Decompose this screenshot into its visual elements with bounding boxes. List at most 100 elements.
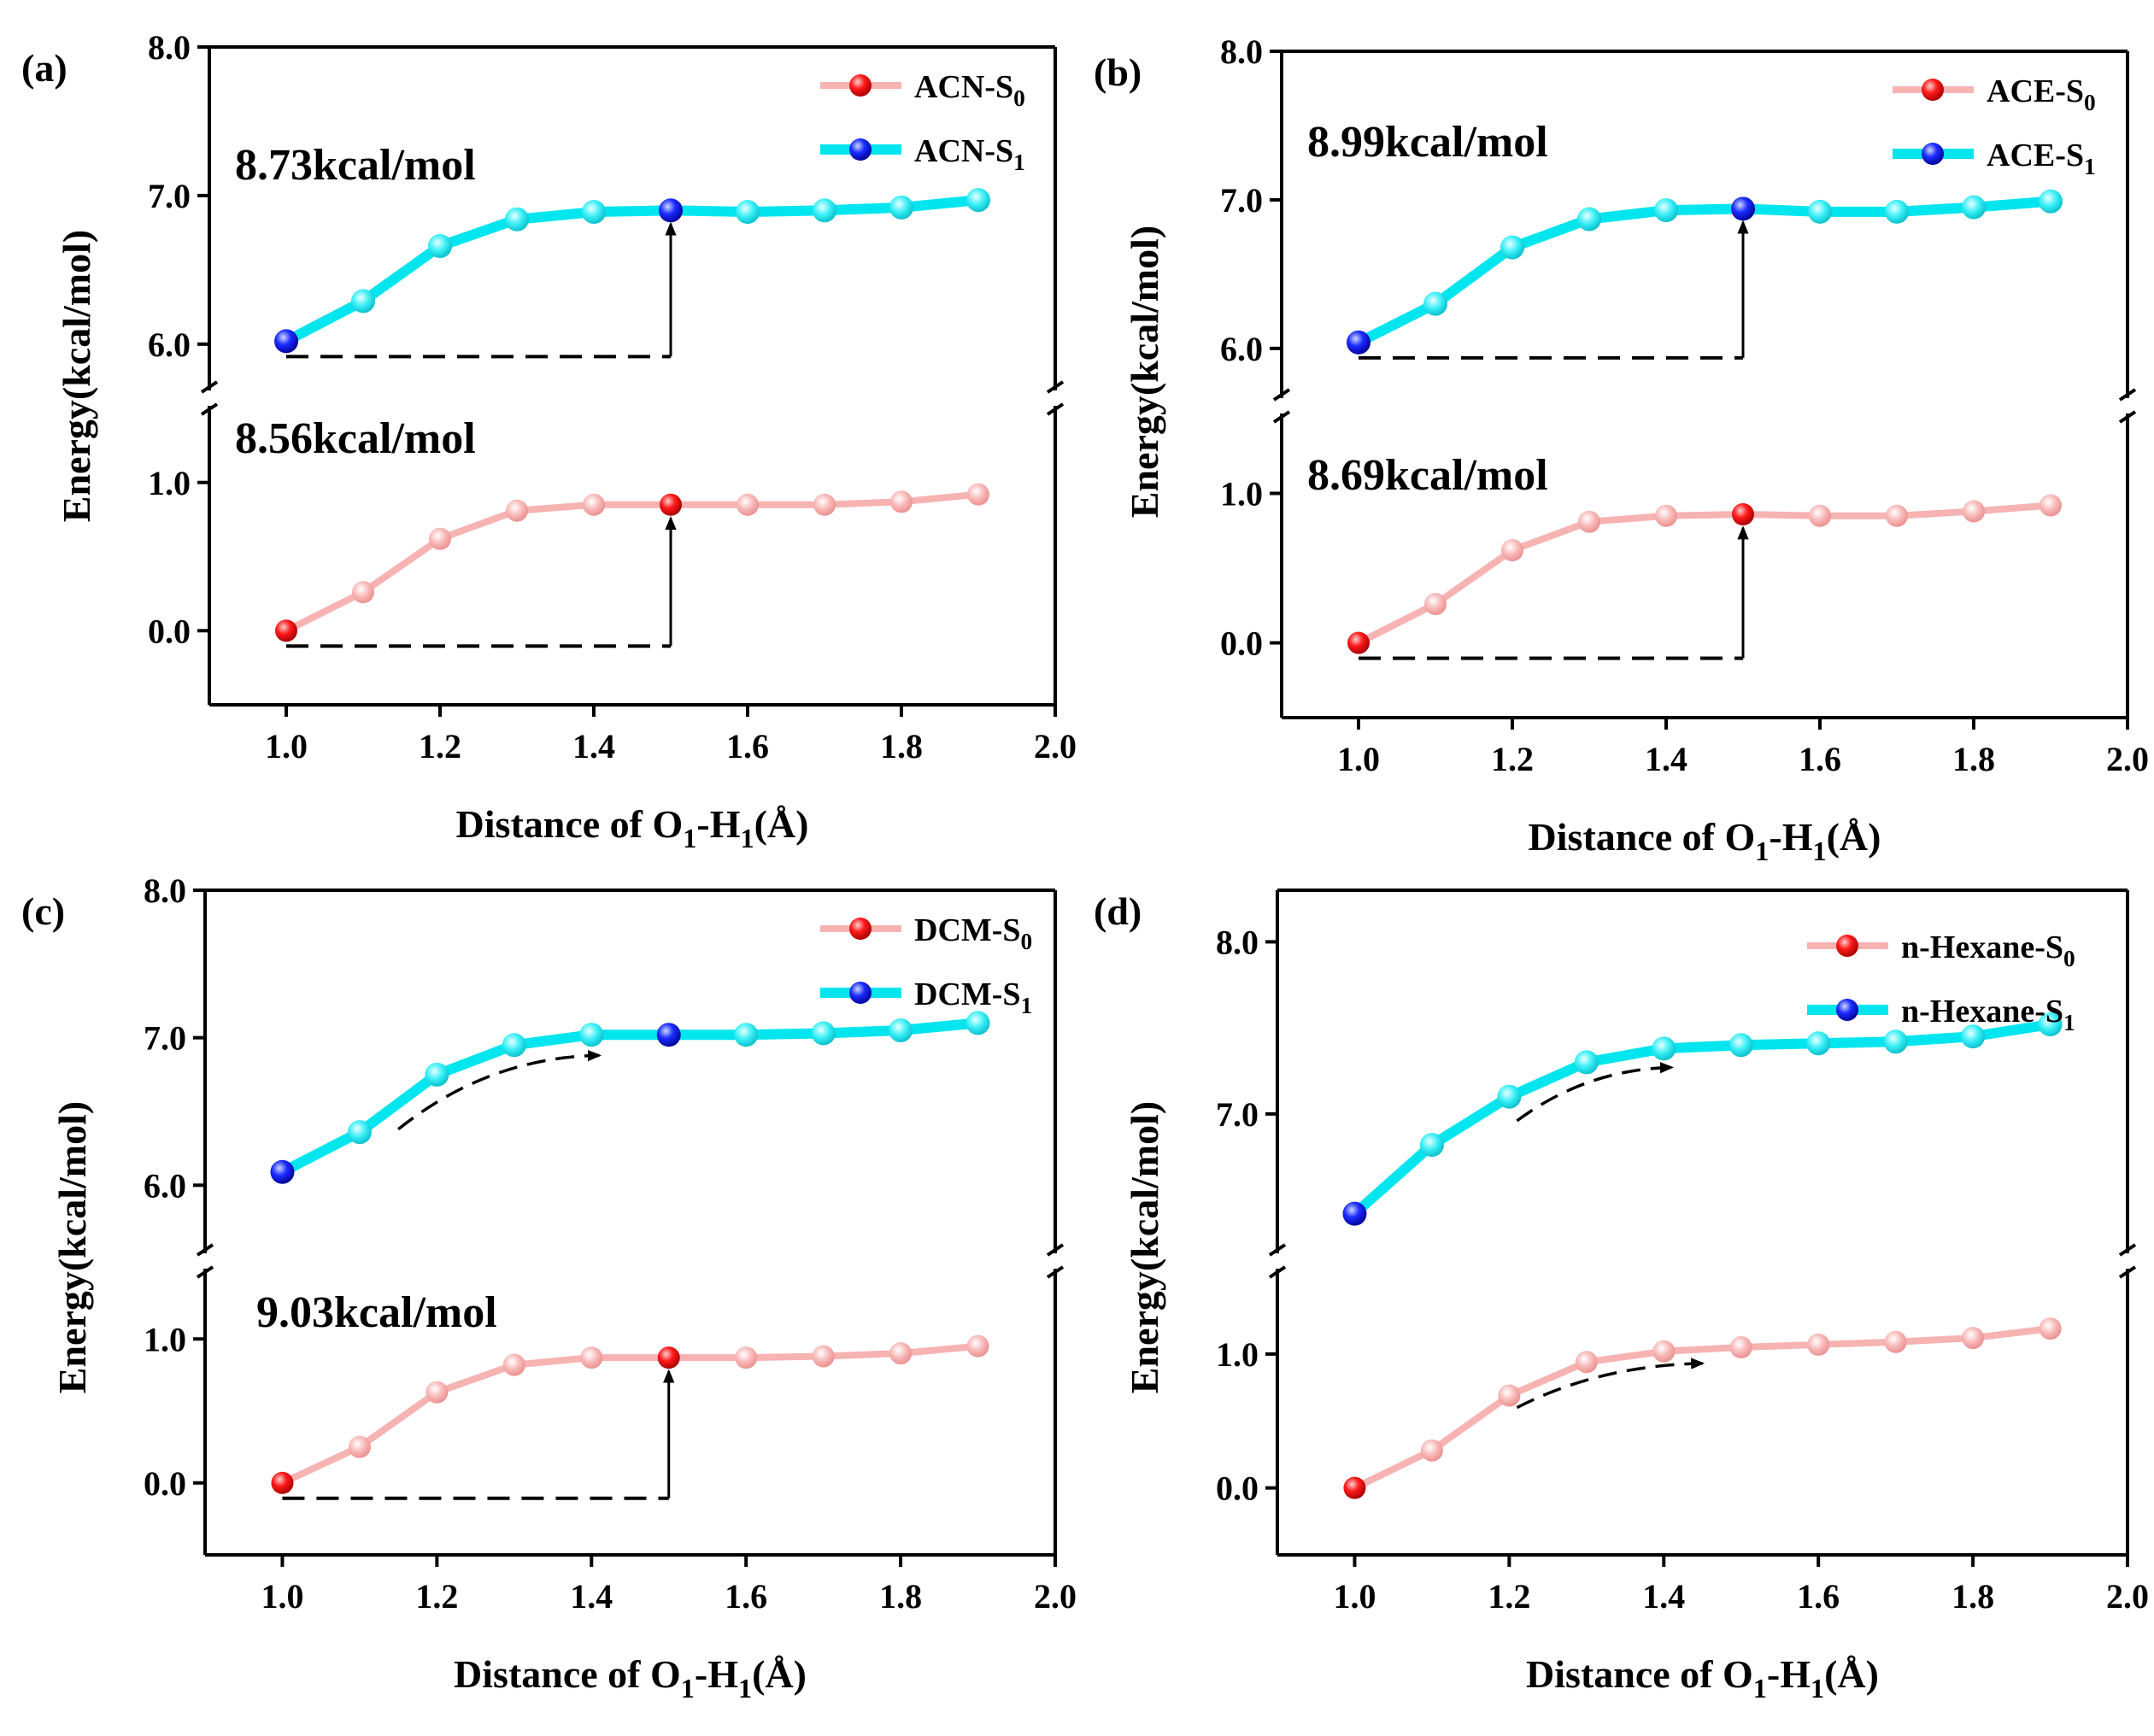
- axis-break-mark-left: [200, 380, 219, 416]
- data-point: [1728, 1033, 1753, 1058]
- legend-swatch-marker: [1922, 143, 1944, 165]
- series-ACE-S1: [1347, 189, 2063, 355]
- data-point: [2039, 1317, 2062, 1340]
- y-axis-title: Energy(kcal/mol): [55, 230, 98, 522]
- data-point: [274, 329, 298, 354]
- data-point: [1498, 1384, 1521, 1407]
- legend-swatch-marker: [1836, 935, 1858, 957]
- data-point: [1732, 503, 1754, 525]
- data-point: [657, 1346, 680, 1369]
- data-point: [656, 1023, 681, 1047]
- y-tick-label: 6.0: [148, 326, 191, 364]
- data-point: [1424, 593, 1447, 615]
- data-point: [1500, 235, 1524, 260]
- data-point: [1501, 539, 1523, 561]
- data-point: [1423, 291, 1447, 316]
- series-line: [1357, 501, 2051, 647]
- barrier-arrow: [286, 516, 677, 648]
- data-point: [348, 1435, 371, 1458]
- axis-break-mark-right: [2118, 1243, 2137, 1279]
- data-point: [1962, 1327, 1985, 1350]
- y-tick-label: 8.0: [148, 28, 191, 67]
- axis-break-mark-left: [1272, 388, 1291, 424]
- y-tick-label: 1.0: [144, 1320, 186, 1358]
- series-line: [279, 1018, 979, 1177]
- data-point: [811, 1021, 836, 1046]
- data-point: [966, 1334, 989, 1358]
- x-tick-label: 1.4: [570, 1577, 613, 1616]
- panel-label: (d): [1094, 889, 1142, 933]
- data-point: [582, 200, 606, 225]
- y-tick-label: 7.0: [1220, 181, 1263, 220]
- x-tick-label: 1.0: [265, 727, 308, 765]
- data-point: [347, 1120, 372, 1145]
- legend-swatch-marker: [849, 918, 872, 940]
- data-point: [736, 200, 760, 225]
- trend-arrow: [397, 1049, 602, 1131]
- data-point: [965, 1011, 990, 1035]
- panel-a: (a) 1.0 1.2 1.4 1.6 1.8 2.0 0.0 1.0 6.0 7.0 8.0 Dist…: [21, 28, 1077, 853]
- data-point: [271, 1471, 294, 1494]
- data-point: [425, 1062, 449, 1087]
- y-tick-label: 8.0: [144, 871, 186, 910]
- x-tick-label: 1.0: [1337, 740, 1380, 778]
- x-tick-label: 1.8: [1952, 1577, 1994, 1616]
- y-tick-label: 0.0: [1220, 625, 1263, 663]
- series-line: [1351, 1019, 2051, 1218]
- x-axis-title: Distance of O1-H1(Å): [1529, 815, 1881, 866]
- data-point: [813, 198, 836, 223]
- data-point: [505, 207, 529, 232]
- y-tick-label: 0.0: [1216, 1469, 1259, 1508]
- series-n-Hexane-S0: [1343, 1317, 2062, 1499]
- data-point: [1347, 631, 1370, 654]
- data-point: [1806, 1031, 1831, 1056]
- axis-break-mark-left: [196, 1243, 214, 1279]
- x-tick-label: 1.6: [1799, 740, 1841, 778]
- barrier-arrow: [1359, 525, 1749, 660]
- data-point: [1574, 1050, 1599, 1075]
- data-point: [1655, 504, 1677, 527]
- data-point: [889, 1018, 913, 1043]
- data-point: [502, 1353, 525, 1376]
- y-tick-label: 7.0: [148, 177, 191, 215]
- legend-swatch-marker: [849, 138, 872, 161]
- legend-swatch-marker: [849, 74, 872, 97]
- y-tick-label: 6.0: [144, 1166, 186, 1205]
- data-point: [275, 619, 297, 642]
- barrier-arrow: [282, 1369, 675, 1500]
- legend-swatch-marker: [849, 982, 872, 1004]
- series-line: [280, 1342, 978, 1487]
- data-point: [506, 499, 528, 522]
- data-point: [583, 493, 605, 516]
- x-tick-label: 1.8: [1952, 740, 1995, 778]
- barrier-arrow: [286, 221, 677, 359]
- series-line: [285, 490, 979, 634]
- x-tick-label: 1.0: [1333, 1577, 1376, 1616]
- legend-label: ACE-S0: [1987, 73, 2096, 115]
- data-point: [1883, 1029, 1908, 1054]
- data-point: [889, 195, 913, 220]
- series-n-Hexane-S1: [1342, 1012, 2063, 1226]
- panel-label: (c): [21, 889, 65, 933]
- data-point: [1342, 1201, 1367, 1226]
- legend-swatch-marker: [1836, 999, 1858, 1021]
- x-tick-label: 1.6: [725, 1577, 767, 1616]
- data-point: [1963, 500, 1985, 523]
- series-ACE-S0: [1347, 494, 2062, 654]
- y-tick-label: 1.0: [1220, 475, 1263, 513]
- data-point: [1420, 1439, 1443, 1462]
- y-tick-label: 0.0: [148, 612, 191, 650]
- data-point: [428, 234, 452, 259]
- energy-barrier-label: 9.03kcal/mol: [256, 1288, 497, 1337]
- energy-barrier-label: 8.69kcal/mol: [1307, 451, 1548, 500]
- series-line: [284, 195, 979, 346]
- legend: DCM-S0 DCM-S1: [820, 912, 1032, 1018]
- data-point: [351, 289, 375, 314]
- data-point: [580, 1346, 603, 1369]
- series-DCM-S0: [271, 1334, 989, 1494]
- data-point: [659, 198, 683, 223]
- y-tick-label: 1.0: [1216, 1335, 1259, 1374]
- data-point: [1347, 330, 1370, 355]
- x-tick-label: 1.6: [1797, 1577, 1840, 1616]
